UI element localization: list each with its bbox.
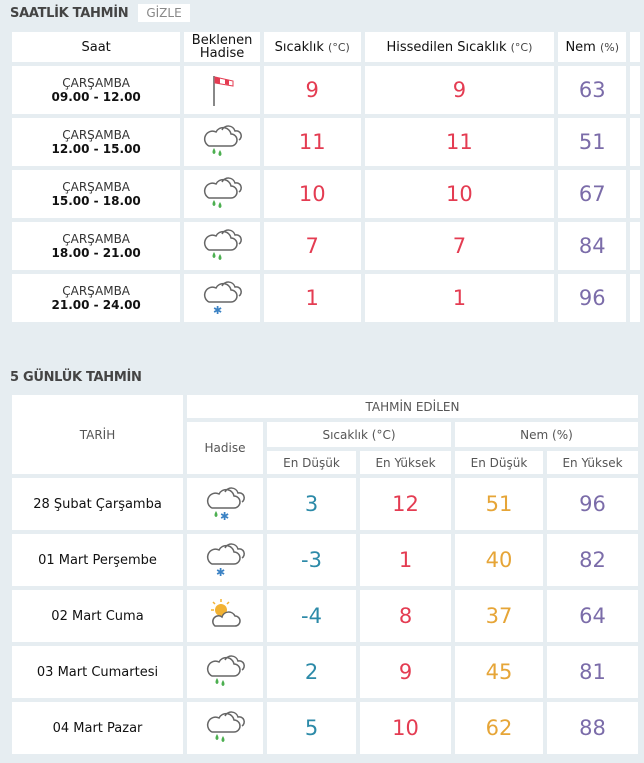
hum-min-value: 40 [455,534,543,586]
humidity-value: 96 [558,274,627,322]
daily-table: TARİH TAHMİN EDİLEN Hadise Sıcaklık (°C)… [8,391,642,758]
cloud-rain-icon [206,711,245,742]
table-row: ÇARŞAMBA 18.00 - 21.00 7 7 84 [12,222,640,270]
table-row: ÇARŞAMBA 21.00 - 24.00 ✱ 1 1 96 [12,274,640,322]
hum-max-value: 96 [547,478,638,530]
cloud-rain-icon [203,125,243,156]
event-cell [187,646,263,698]
cloud-snow-icon: ✱ [206,543,245,579]
temp-max-value: 1 [360,534,451,586]
header-date: TARİH [12,395,183,474]
temp-value: 11 [263,118,361,166]
date-cell: 03 Mart Cumartesi [12,646,183,698]
table-row: ÇARŞAMBA 12.00 - 15.00 11 11 51 [12,118,640,166]
hide-button[interactable]: GİZLE [138,4,190,22]
hum-max-value: 81 [547,646,638,698]
daily-title: 5 GÜNLÜK TAHMİN [10,370,142,385]
hourly-title: SAATLİK TAHMİN [10,6,129,21]
temp-min-value: 2 [267,646,356,698]
header-time: Saat [12,32,181,62]
event-cell [184,222,260,270]
date-cell: 04 Mart Pazar [12,702,183,754]
event-cell [184,66,260,114]
humidity-value: 67 [558,170,627,218]
temp-min-value: -3 [267,534,356,586]
event-cell: ✱ [184,274,260,322]
time-cell: ÇARŞAMBA 12.00 - 15.00 [12,118,181,166]
feels-value: 11 [364,118,555,166]
temp-value: 7 [263,222,361,270]
date-cell: 01 Mart Perşembe [12,534,183,586]
date-cell: 02 Mart Cuma [12,590,183,642]
temp-min-value: 3 [267,478,356,530]
header-temp-max: En Yüksek [360,451,451,474]
table-row: ÇARŞAMBA 15.00 - 18.00 10 10 67 [12,170,640,218]
humidity-value: 84 [558,222,627,270]
hourly-table: Saat Beklenen Hadise Sıcaklık (°C) Hisse… [8,28,644,326]
event-cell: ✱ [187,534,263,586]
event-cell [184,118,260,166]
feels-value: 7 [364,222,555,270]
event-cell [187,590,263,642]
hum-max-value: 64 [547,590,638,642]
temp-min-value: 5 [267,702,356,754]
svg-text:✱: ✱ [216,566,225,578]
temp-value: 9 [263,66,361,114]
date-cell: 28 Şubat Çarşamba [12,478,183,530]
feels-value: 10 [364,170,555,218]
time-cell: ÇARŞAMBA 21.00 - 24.00 [12,274,181,322]
header-temp: Sıcaklık (°C) [267,422,451,447]
table-row: 02 Mart Cuma -4 8 37 64 [12,590,638,642]
feels-value: 1 [364,274,555,322]
time-cell: ÇARŞAMBA 18.00 - 21.00 [12,222,181,270]
header-hum-min: En Düşük [455,451,543,474]
header-hum-max: En Yüksek [547,451,638,474]
temp-min-value: -4 [267,590,356,642]
cloud-rain-icon [206,655,245,686]
header-feels: Hissedilen Sıcaklık (°C) [364,32,555,62]
event-cell [187,702,263,754]
header-event: Beklenen Hadise [184,32,260,62]
header-humidity: Nem (%) [455,422,638,447]
table-row: 01 Mart Perşembe ✱ -3 1 40 82 [12,534,638,586]
hum-min-value: 51 [455,478,543,530]
header-humidity: Nem (%) [558,32,627,62]
temp-max-value: 10 [360,702,451,754]
temp-value: 1 [263,274,361,322]
hum-min-value: 37 [455,590,543,642]
feels-value: 9 [364,66,555,114]
header-temp-min: En Düşük [267,451,356,474]
cloud-snow-icon: ✱ [203,281,243,317]
time-cell: ÇARŞAMBA 15.00 - 18.00 [12,170,181,218]
hum-min-value: 45 [455,646,543,698]
table-row: 03 Mart Cumartesi 2 9 45 81 [12,646,638,698]
hum-max-value: 88 [547,702,638,754]
hum-min-value: 62 [455,702,543,754]
event-cell [184,170,260,218]
header-temp: Sıcaklık (°C) [263,32,361,62]
table-row: ÇARŞAMBA 09.00 - 12.00 9 9 63 [12,66,640,114]
hum-max-value: 82 [547,534,638,586]
table-row: 04 Mart Pazar 5 10 62 88 [12,702,638,754]
header-event: Hadise [187,422,263,474]
temp-value: 10 [263,170,361,218]
event-cell: ✱ [187,478,263,530]
temp-max-value: 9 [360,646,451,698]
svg-text:✱: ✱ [220,510,229,522]
temp-max-value: 12 [360,478,451,530]
cloud-rain-icon [203,177,243,208]
svg-text:✱: ✱ [213,304,222,316]
time-cell: ÇARŞAMBA 09.00 - 12.00 [12,66,181,114]
table-row: 28 Şubat Çarşamba ✱ 3 12 51 96 [12,478,638,530]
header-group: TAHMİN EDİLEN [187,395,638,418]
cloud-sleet-icon: ✱ [206,487,245,523]
cloud-rain-icon [203,229,243,260]
humidity-value: 51 [558,118,627,166]
humidity-value: 63 [558,66,627,114]
temp-max-value: 8 [360,590,451,642]
windsock-icon [213,76,234,106]
partly-sunny-icon [211,599,241,627]
